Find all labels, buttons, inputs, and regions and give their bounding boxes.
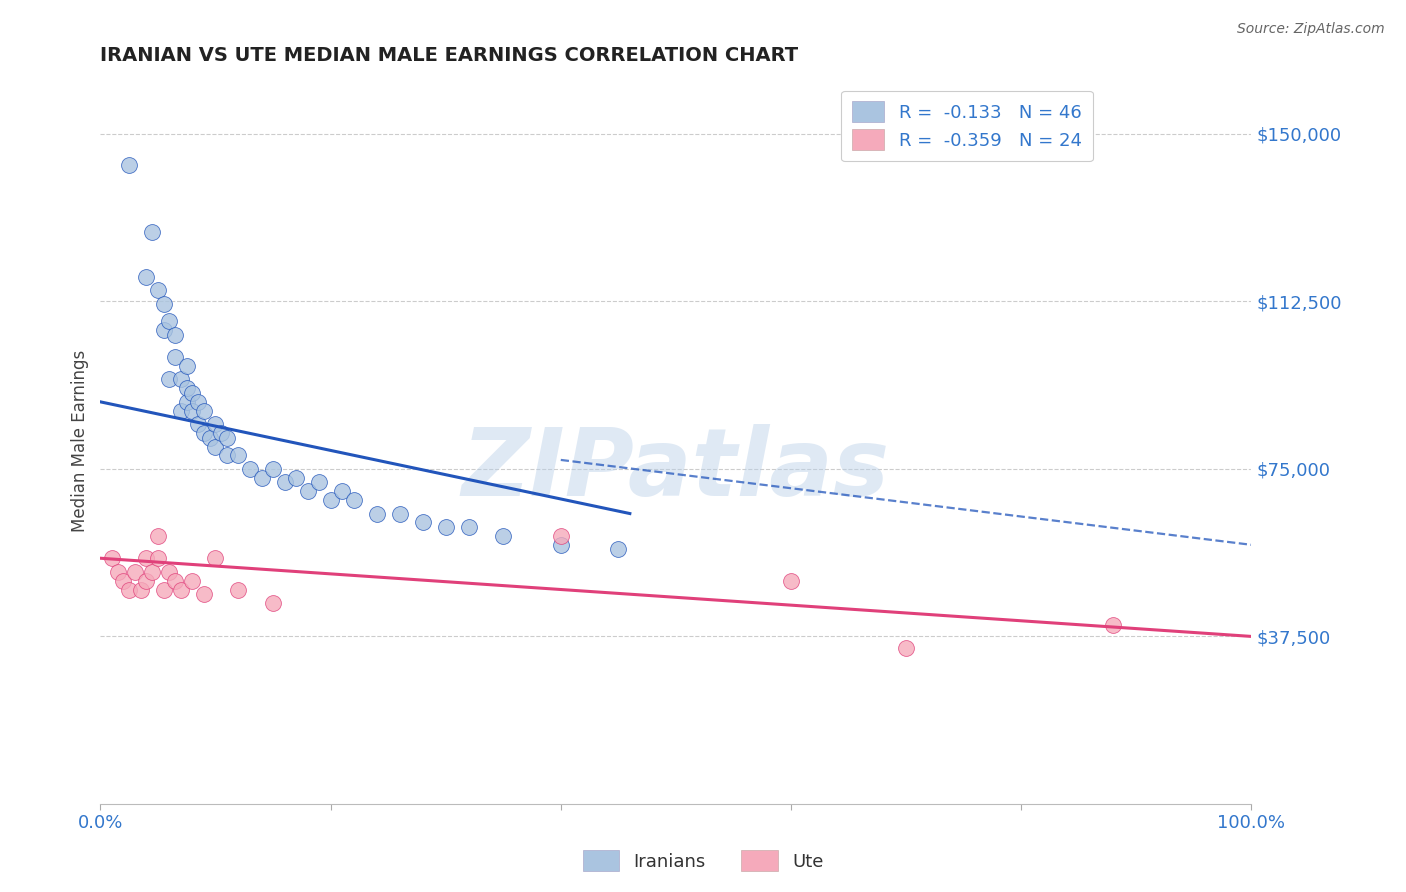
Point bbox=[412, 516, 434, 530]
Legend: Iranians, Ute: Iranians, Ute bbox=[575, 843, 831, 879]
Point bbox=[193, 587, 215, 601]
Point bbox=[141, 225, 163, 239]
Point bbox=[366, 507, 388, 521]
Point bbox=[262, 462, 284, 476]
Point bbox=[457, 520, 479, 534]
Point bbox=[330, 484, 353, 499]
Point bbox=[550, 529, 572, 543]
Point bbox=[176, 359, 198, 373]
Point bbox=[124, 565, 146, 579]
Point bbox=[193, 404, 215, 418]
Point bbox=[187, 394, 209, 409]
Point bbox=[152, 296, 174, 310]
Point bbox=[209, 426, 232, 441]
Point bbox=[228, 582, 250, 597]
Point bbox=[135, 551, 157, 566]
Point bbox=[112, 574, 135, 588]
Point bbox=[170, 372, 193, 386]
Point bbox=[388, 507, 411, 521]
Text: IRANIAN VS UTE MEDIAN MALE EARNINGS CORRELATION CHART: IRANIAN VS UTE MEDIAN MALE EARNINGS CORR… bbox=[100, 46, 799, 65]
Point bbox=[152, 582, 174, 597]
Point bbox=[273, 475, 295, 490]
Point bbox=[165, 350, 187, 364]
Text: Source: ZipAtlas.com: Source: ZipAtlas.com bbox=[1237, 22, 1385, 37]
Point bbox=[204, 417, 226, 432]
Point bbox=[165, 574, 187, 588]
Point bbox=[107, 565, 129, 579]
Point bbox=[215, 431, 238, 445]
Point bbox=[146, 551, 169, 566]
Point bbox=[607, 542, 630, 557]
Point bbox=[101, 551, 124, 566]
Point bbox=[1102, 618, 1125, 632]
Point bbox=[118, 582, 141, 597]
Point bbox=[285, 471, 308, 485]
Point bbox=[894, 640, 917, 655]
Point bbox=[319, 493, 342, 508]
Point bbox=[492, 529, 515, 543]
Point bbox=[181, 574, 204, 588]
Point bbox=[170, 404, 193, 418]
Point bbox=[204, 440, 226, 454]
Point bbox=[176, 381, 198, 395]
Text: ZIPatlas: ZIPatlas bbox=[461, 424, 890, 516]
Point bbox=[118, 158, 141, 172]
Point bbox=[129, 582, 152, 597]
Point bbox=[193, 426, 215, 441]
Point bbox=[141, 565, 163, 579]
Point bbox=[157, 372, 180, 386]
Point bbox=[146, 283, 169, 297]
Point bbox=[170, 582, 193, 597]
Point bbox=[146, 529, 169, 543]
Point bbox=[165, 327, 187, 342]
Point bbox=[204, 551, 226, 566]
Point bbox=[228, 449, 250, 463]
Point bbox=[157, 314, 180, 328]
Point bbox=[198, 431, 221, 445]
Point bbox=[135, 269, 157, 284]
Point bbox=[239, 462, 262, 476]
Point bbox=[152, 323, 174, 337]
Point bbox=[181, 404, 204, 418]
Point bbox=[262, 596, 284, 610]
Point bbox=[308, 475, 330, 490]
Point bbox=[176, 394, 198, 409]
Point bbox=[181, 385, 204, 400]
Point bbox=[250, 471, 273, 485]
Point bbox=[297, 484, 319, 499]
Point bbox=[550, 538, 572, 552]
Point bbox=[342, 493, 364, 508]
Y-axis label: Median Male Earnings: Median Male Earnings bbox=[72, 350, 89, 532]
Point bbox=[135, 574, 157, 588]
Legend: R =  -0.133   N = 46, R =  -0.359   N = 24: R = -0.133 N = 46, R = -0.359 N = 24 bbox=[841, 91, 1092, 161]
Point bbox=[434, 520, 457, 534]
Point bbox=[215, 449, 238, 463]
Point bbox=[187, 417, 209, 432]
Point bbox=[780, 574, 803, 588]
Point bbox=[157, 565, 180, 579]
